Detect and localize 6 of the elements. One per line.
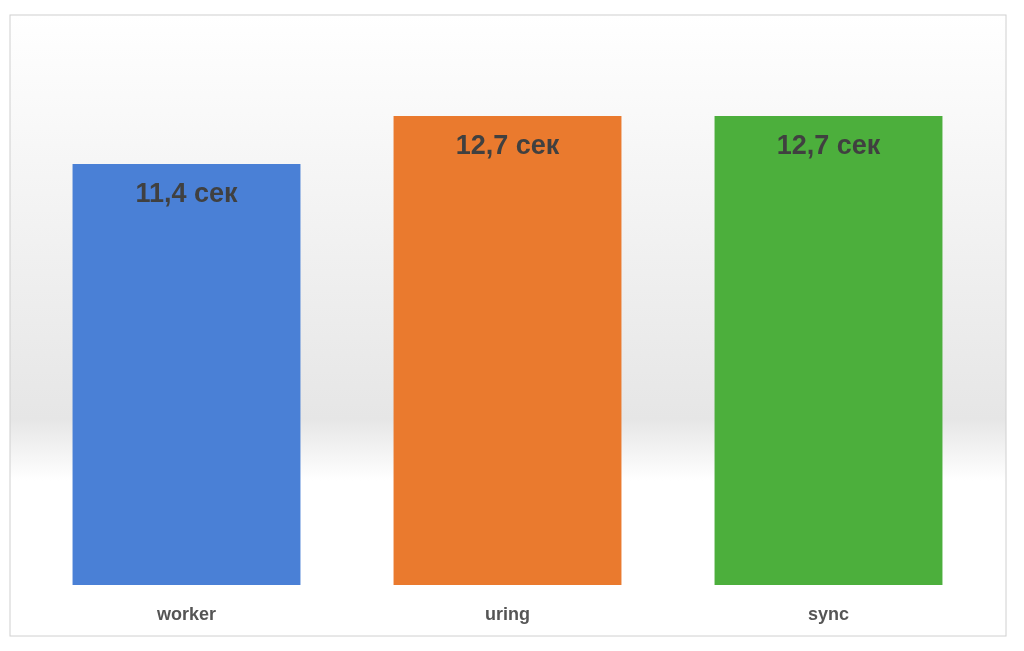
data-label: 12,7 сек [776,130,881,160]
data-label: 11,4 сек [135,178,239,209]
data-label: 12,7 сек [455,130,560,160]
x-tick-label: sync [807,604,850,624]
x-tick-label: uring [485,604,530,624]
x-tick-label: worker [155,604,217,624]
